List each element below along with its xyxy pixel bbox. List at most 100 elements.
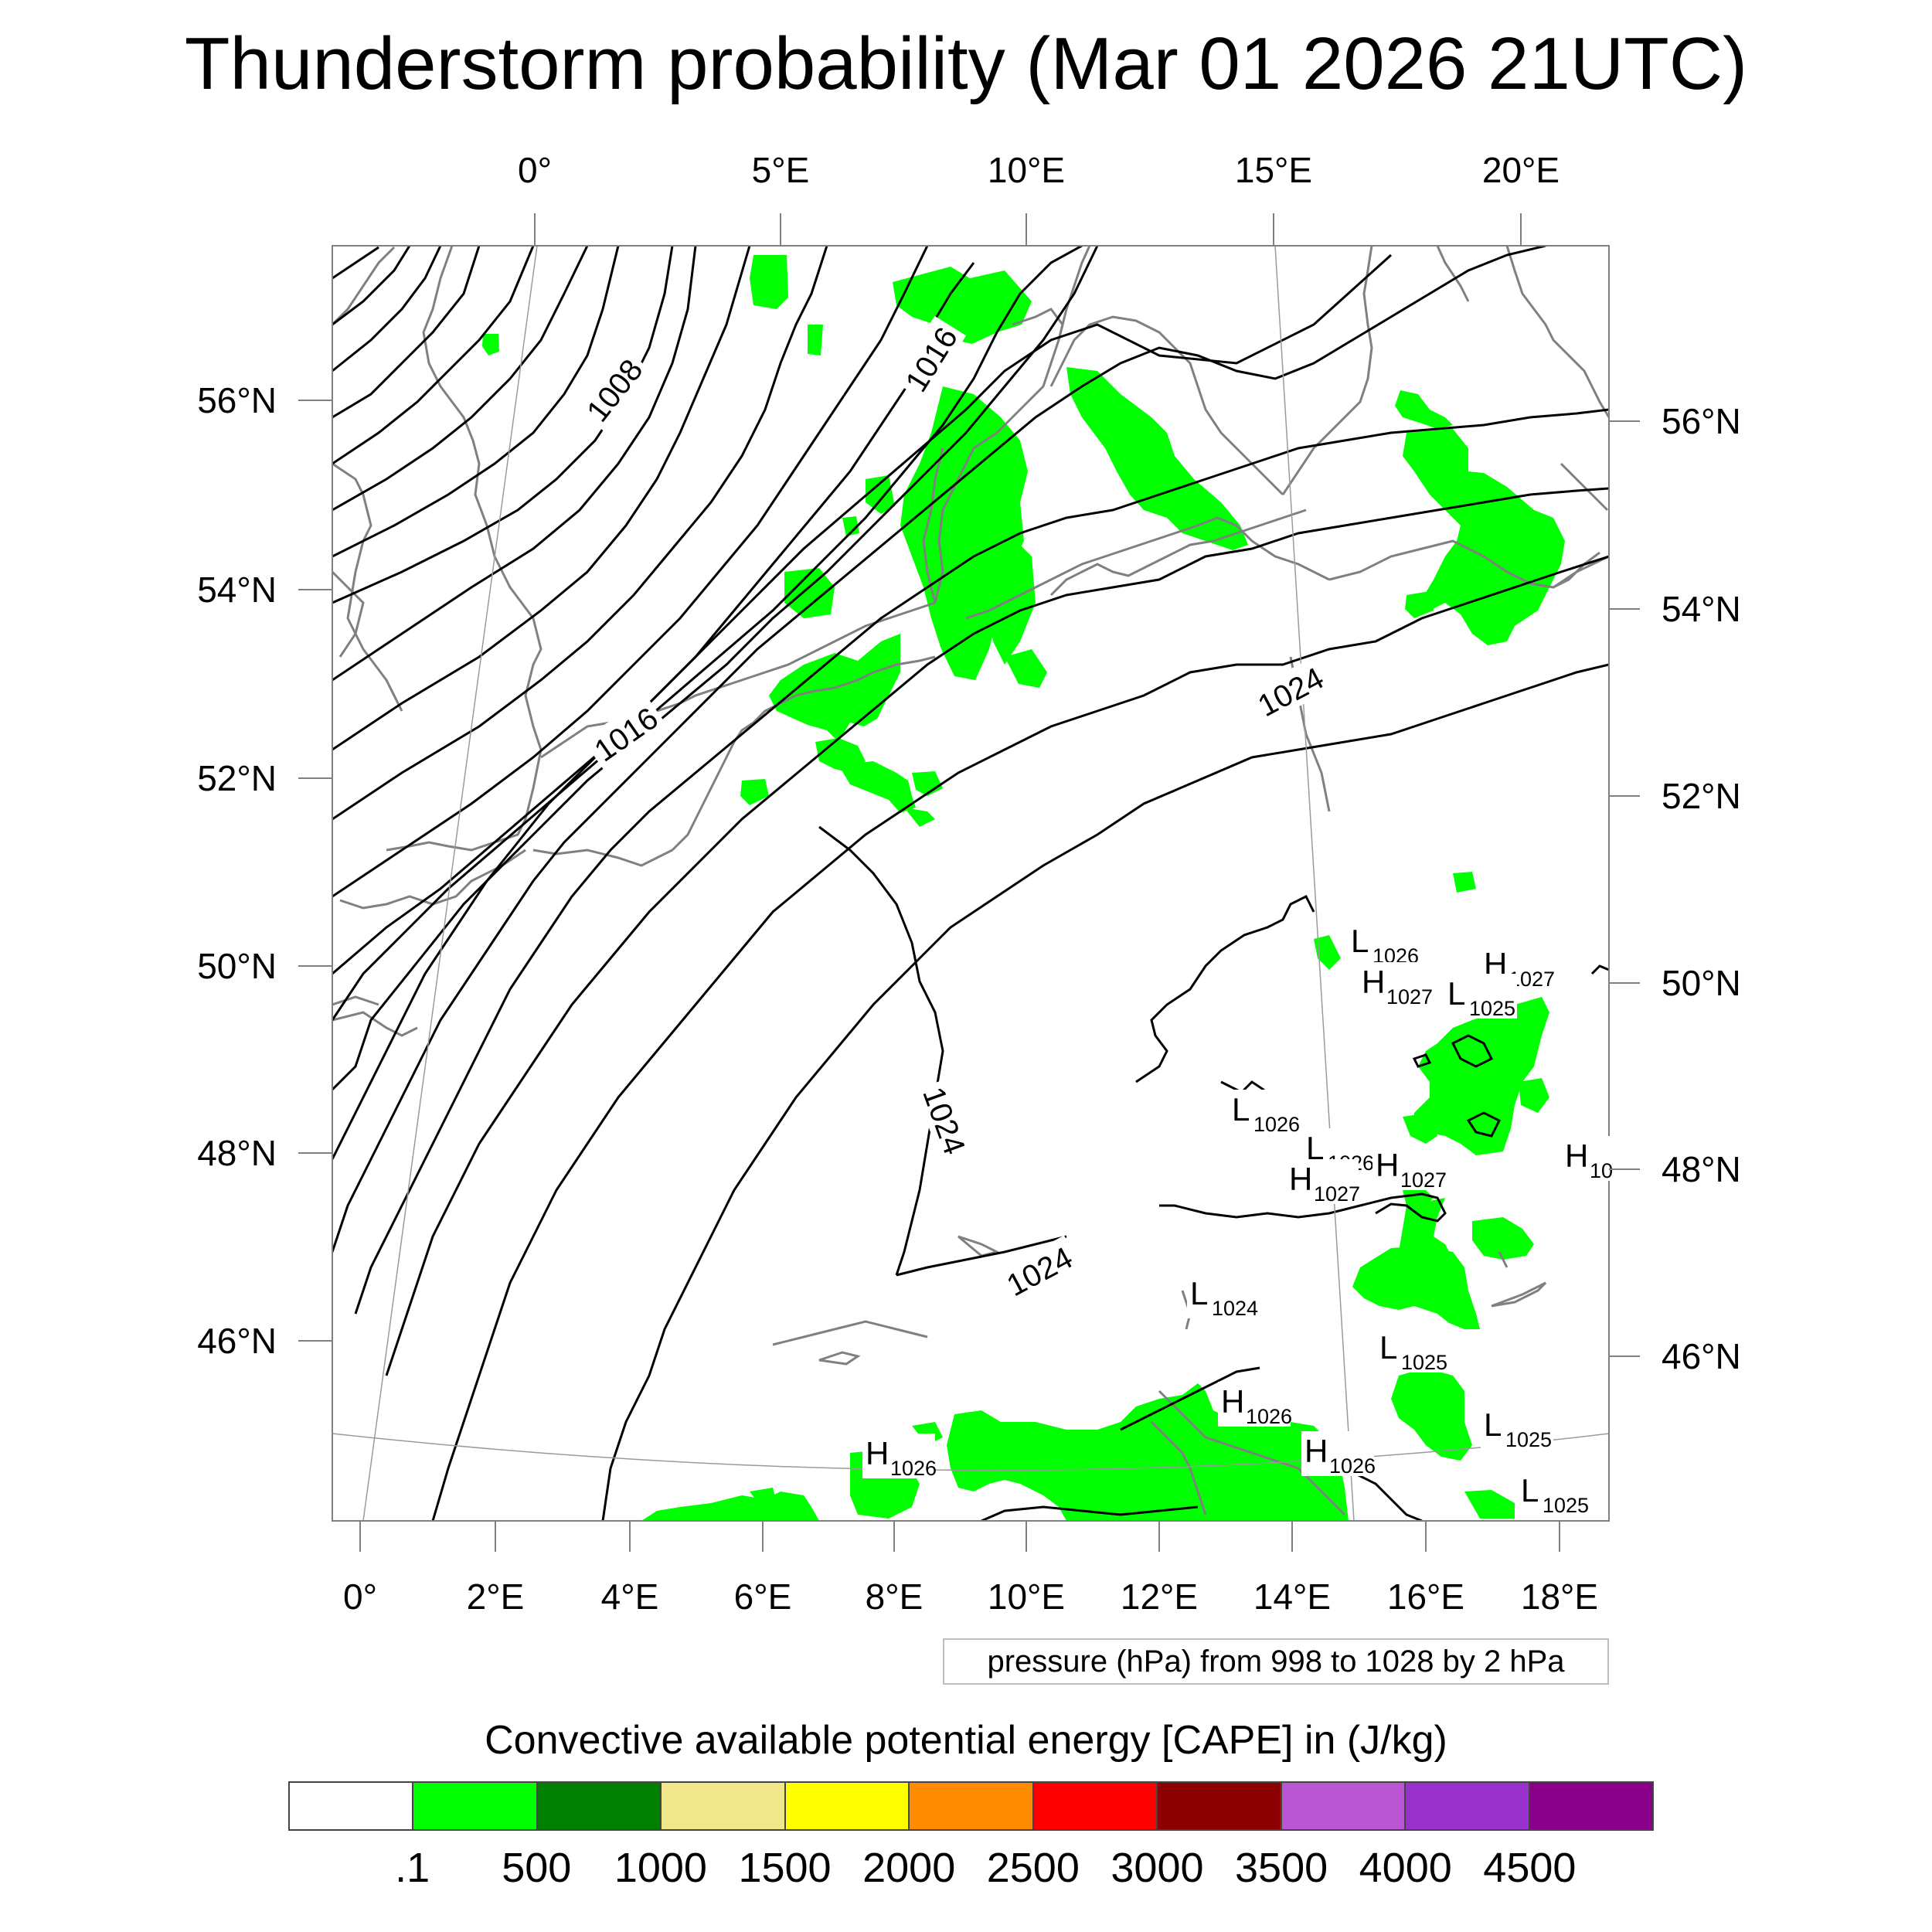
top-axis-label: 0° (518, 150, 552, 190)
coastline-low-countries (671, 655, 936, 852)
colorbar-swatch (1281, 1783, 1406, 1829)
map-title: Thunderstorm probability (Mar 01 2026 21… (184, 22, 1748, 105)
coastline-great-britain-east (386, 246, 543, 852)
cape-area (1414, 997, 1549, 1155)
colorbar-swatch (290, 1783, 414, 1829)
coastline-scotland (332, 246, 396, 326)
cape-area (784, 568, 835, 618)
cape-area (842, 516, 859, 536)
pressure-note: pressure (hPa) from 998 to 1028 by 2 hPa (943, 1638, 1609, 1685)
isobar (354, 408, 1609, 1315)
colorbar-swatch (1529, 1783, 1652, 1829)
isobar (332, 246, 481, 419)
isobar (332, 246, 589, 512)
top-axis-label: 5°E (752, 150, 810, 190)
left-axis-label: 56°N (197, 380, 277, 420)
bottom-axis-label: 2°E (467, 1577, 525, 1617)
pressure-center: L 1025 (1444, 974, 1517, 1020)
bottom-axis-label: 18°E (1521, 1577, 1598, 1617)
right-axis-labels: 56°N 54°N 52°N 50°N 48°N 46°N (1662, 401, 1741, 1376)
cape-area (904, 808, 935, 827)
coastline-great-britain-south (339, 849, 526, 910)
bottom-axis-label: 12°E (1121, 1577, 1198, 1617)
svg-text:L: L (1521, 1472, 1539, 1509)
bottom-axis-label: 0° (343, 1577, 377, 1617)
cape-area (641, 1492, 819, 1521)
isobar-label: 1016 (583, 696, 668, 770)
right-axis-label: 54°N (1662, 589, 1741, 629)
colorbar-label: 4000 (1359, 1845, 1452, 1891)
meridian-15e (1274, 246, 1355, 1521)
cape-area (482, 334, 499, 355)
isobar (1120, 1366, 1260, 1431)
isobar (332, 246, 535, 465)
top-axis-labels: 0° 5°E 10°E 15°E 20°E (518, 150, 1560, 190)
coastline-gulf-riga (1560, 462, 1609, 512)
lake-neusiedl (1498, 1251, 1509, 1268)
coastline-gotland (1436, 246, 1470, 302)
svg-text:1026: 1026 (1329, 1454, 1376, 1478)
svg-text:1025: 1025 (1401, 1351, 1447, 1374)
colorbar-label: 1500 (738, 1845, 832, 1891)
coastline-denmark (934, 308, 1064, 604)
isobar (332, 246, 751, 751)
meridian-0 (362, 246, 538, 1521)
coastline-germany-baltic (1049, 509, 1307, 597)
lake-geneva (818, 1351, 861, 1366)
bottom-axis-labels: 0° 2°E 4°E 6°E 8°E 10°E 12°E 14°E 16°E 1… (343, 1577, 1598, 1617)
right-axis-label: 46°N (1662, 1336, 1741, 1376)
coastline-sweden-east (1281, 246, 1373, 495)
cape-area (1519, 1078, 1549, 1113)
isobar (332, 246, 697, 682)
isobar (818, 825, 944, 1276)
cape-area (1391, 1368, 1472, 1461)
cape-area (750, 255, 788, 309)
colorbar-swatch (1033, 1783, 1158, 1829)
pressure-center: H 1027 (1372, 1145, 1447, 1192)
colorbar-label: 2000 (862, 1845, 956, 1891)
svg-text:L: L (1484, 1406, 1502, 1443)
cape-area (893, 267, 1032, 344)
svg-text:L: L (1190, 1275, 1208, 1311)
cape-area (1399, 1198, 1451, 1260)
right-axis-label: 50°N (1662, 963, 1741, 1003)
coastline-england-west (332, 462, 403, 712)
colorbar-swatch (785, 1783, 910, 1829)
left-axis-label: 50°N (197, 946, 277, 986)
colorbar-swatch (662, 1783, 786, 1829)
bottom-axis-label: 6°E (734, 1577, 792, 1617)
top-axis-label: 20°E (1482, 150, 1560, 190)
isobar (332, 246, 929, 898)
colorbar-label: 500 (502, 1845, 572, 1891)
isobar-label: 1024 (915, 1077, 977, 1163)
left-axis-label: 54°N (197, 570, 277, 610)
isobar-label: 1024 (1247, 655, 1333, 725)
isobar (601, 663, 1609, 1521)
colorbar-label: 1000 (614, 1845, 707, 1891)
coastline-baltic-states (1505, 246, 1609, 418)
legend-title: Convective available potential energy [C… (485, 1718, 1447, 1763)
coastline-adriatic (1158, 1389, 1346, 1516)
axis-ticks (298, 213, 1640, 1552)
cape-area (1403, 429, 1565, 645)
colorbar-label: .1 (395, 1845, 430, 1891)
cape-areas (482, 255, 1565, 1521)
isobar (332, 262, 975, 975)
cape-area (1066, 367, 1248, 550)
isobar (1159, 1192, 1447, 1223)
left-axis-label: 48°N (197, 1133, 277, 1173)
svg-text:1024: 1024 (1212, 1297, 1258, 1320)
isobars (332, 246, 1609, 1521)
left-axis-labels: 56°N 54°N 52°N 50°N 48°N 46°N (197, 380, 277, 1361)
cape-area (740, 779, 769, 805)
cape-area (1405, 591, 1434, 618)
colorbar-label: 3500 (1235, 1845, 1328, 1891)
svg-text:H: H (1565, 1138, 1588, 1174)
colorbar-swatch (1158, 1783, 1282, 1829)
svg-text:H: H (1362, 964, 1385, 1000)
cape-area (838, 761, 916, 813)
isobar (896, 1235, 1067, 1277)
